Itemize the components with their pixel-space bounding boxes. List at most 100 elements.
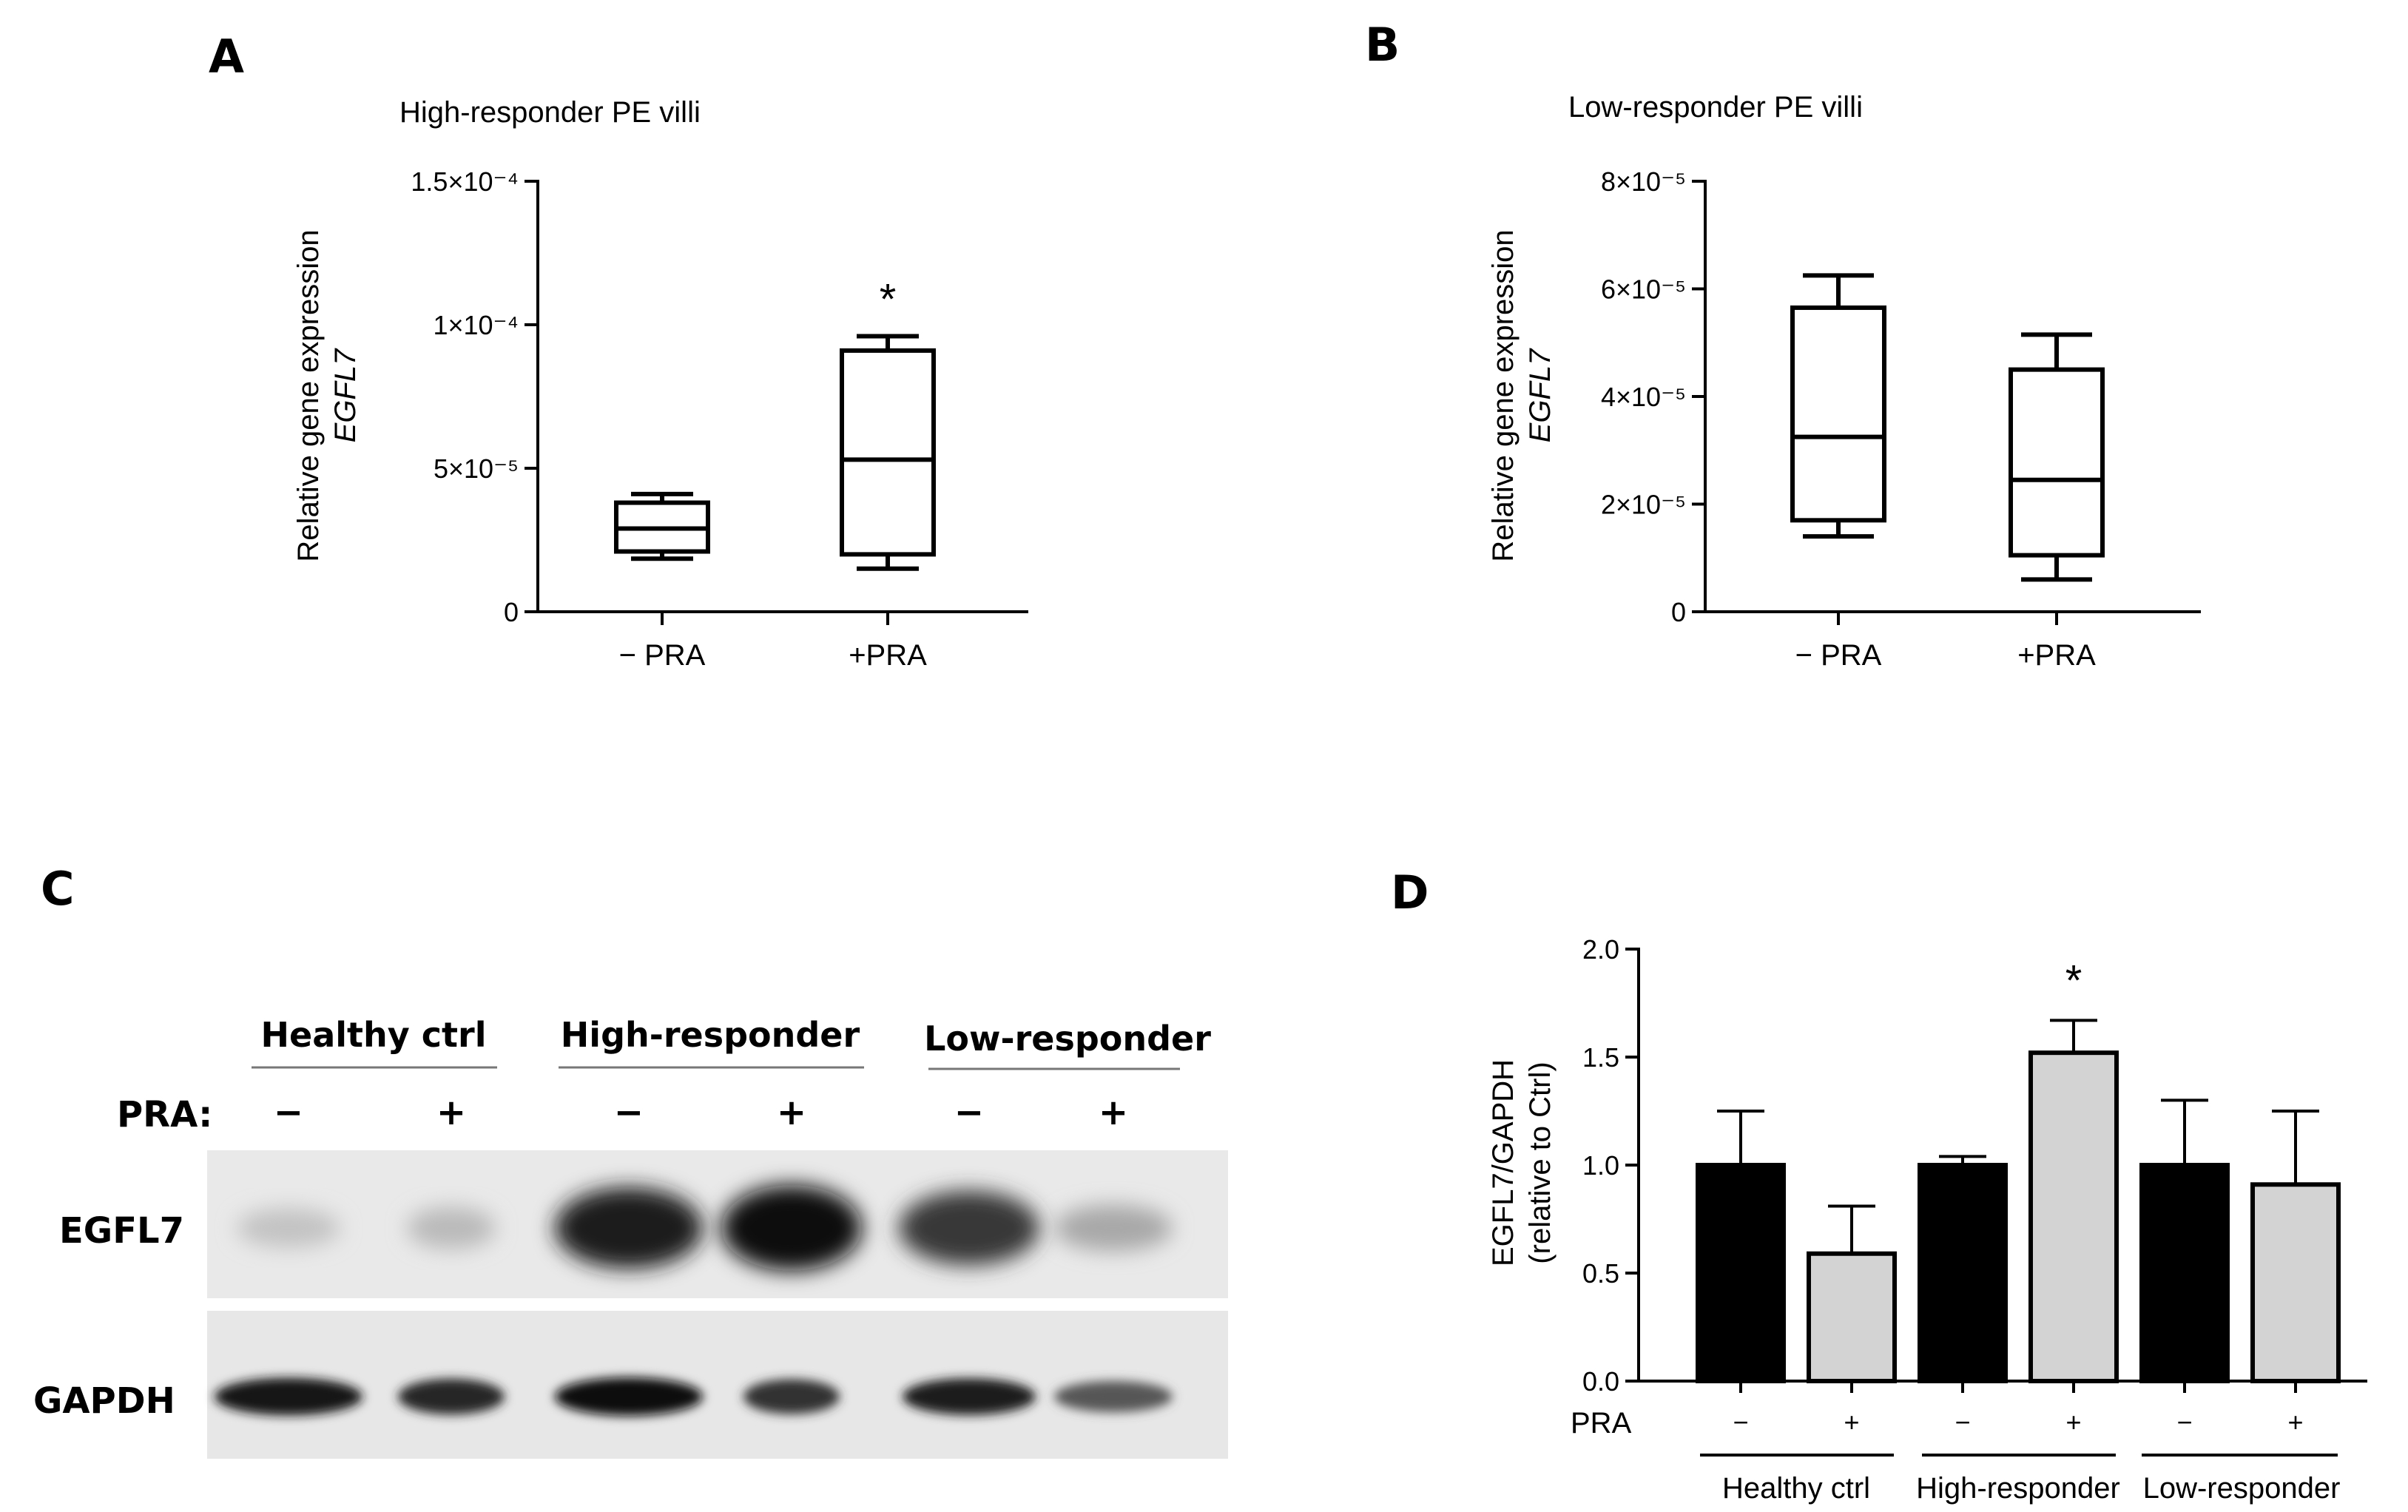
panel-b-x-axis: − PRA +PRA xyxy=(1705,610,2201,672)
blot-membrane-gapdh xyxy=(207,1311,1228,1459)
blot-pra-sign: + xyxy=(436,1092,466,1133)
bar-rect xyxy=(2028,1050,2119,1384)
bar-rect xyxy=(1918,1163,2008,1383)
blot-band-gapdh xyxy=(398,1378,505,1415)
bar-0 xyxy=(1696,1110,1786,1383)
x-pra-label: PRA xyxy=(1571,1407,1632,1440)
blot-group-label-low: Low-responder xyxy=(924,1019,1211,1059)
x-pra-sign: + xyxy=(2065,1407,2081,1437)
y-tick-label: 1.0 xyxy=(1582,1150,1619,1181)
blot-group-label-healthy: Healthy ctrl xyxy=(261,1015,487,1055)
box-0 xyxy=(1790,273,1886,539)
panel-a-box-plot: High-responder PE villi Relative gene ex… xyxy=(292,96,1028,672)
significance-star: * xyxy=(880,276,897,324)
iqr-box xyxy=(840,348,936,557)
x-pra-sign: − xyxy=(1733,1407,1748,1437)
panel-b-box-plot: Low-responder PE villi Relative gene exp… xyxy=(1487,91,2201,672)
y-tick-label: 6×10⁻⁵ xyxy=(1601,274,1686,305)
blot-pra-sign: − xyxy=(954,1092,984,1133)
y-tick-label: 0 xyxy=(1671,597,1686,627)
x-pra-sign: − xyxy=(1955,1407,1970,1437)
x-group-label: Healthy ctrl xyxy=(1722,1472,1870,1505)
blot-pra-label: PRA: xyxy=(117,1094,212,1135)
blot-row-label-gapdh: GAPDH xyxy=(33,1380,175,1422)
bar-rect xyxy=(2250,1182,2341,1384)
y-tick-label: 0.0 xyxy=(1582,1366,1619,1397)
x-category-label: +PRA xyxy=(849,639,927,672)
iqr-box xyxy=(2009,367,2105,558)
panel-letter-b: B xyxy=(1365,18,1400,72)
y-tick-label: 1.5 xyxy=(1582,1042,1619,1073)
panel-letter-a: A xyxy=(209,30,244,84)
bar-rect xyxy=(2139,1163,2230,1383)
blot-band-gapdh xyxy=(555,1377,703,1416)
blot-band-gapdh xyxy=(1054,1380,1173,1413)
panel-d-ylabel-line1: EGFL7/GAPDH xyxy=(1487,1059,1520,1266)
significance-star: * xyxy=(2065,956,2082,1005)
panel-b-ylabel-line2: EGFL7 xyxy=(1524,348,1557,442)
panel-letter-c: C xyxy=(41,862,75,916)
blot-pra-sign: + xyxy=(777,1092,806,1133)
blot-bands xyxy=(215,1185,1173,1416)
panel-b-title: Low-responder PE villi xyxy=(1568,91,1863,124)
box-1 xyxy=(840,334,936,571)
x-group-label: Low-responder xyxy=(2143,1472,2341,1505)
panel-a-ylabel-line2: EGFL7 xyxy=(329,348,362,442)
blot-row-label-egfl7: EGFL7 xyxy=(59,1210,184,1252)
y-tick-label: 1.5×10⁻⁴ xyxy=(411,166,519,197)
blot-band-egfl7 xyxy=(1054,1204,1173,1252)
panel-a-x-axis: − PRA +PRA xyxy=(538,610,1028,672)
blot-pra-sign: − xyxy=(274,1092,303,1133)
x-group-label: High-responder xyxy=(1916,1472,2120,1505)
panel-b-ylabel-line1: Relative gene expression xyxy=(1487,229,1520,561)
bar-1 xyxy=(1807,1204,1897,1383)
panel-letter-d: D xyxy=(1391,865,1429,919)
y-tick-label: 5×10⁻⁵ xyxy=(434,453,519,484)
iqr-box xyxy=(1790,305,1886,523)
bar-3 xyxy=(2028,1019,2119,1384)
panel-b-boxes xyxy=(1790,273,2105,582)
blot-pra-sign: − xyxy=(614,1092,644,1133)
y-tick-label: 0 xyxy=(504,597,519,627)
panel-c-western-blot: Healthy ctrl High-responder Low-responde… xyxy=(33,1015,1228,1459)
x-pra-sign: + xyxy=(2287,1407,2303,1437)
blot-band-gapdh xyxy=(215,1377,362,1416)
x-category-label: +PRA xyxy=(2017,639,2096,672)
y-tick-label: 2.0 xyxy=(1582,934,1619,965)
panel-d-bars: * xyxy=(1696,956,2341,1384)
y-tick-label: 8×10⁻⁵ xyxy=(1601,166,1686,197)
panel-d-x-axis: − + − + − + PRA Healthy ctrl High-responder Low-r… xyxy=(1571,1380,2367,1505)
panel-d-y-axis: 0.0 0.5 1.0 1.5 2.0 xyxy=(1582,934,1640,1397)
y-tick-label: 2×10⁻⁵ xyxy=(1601,490,1686,520)
blot-pra-signs: − + − + − + xyxy=(274,1092,1128,1133)
box-1 xyxy=(2009,332,2105,582)
x-category-label: − PRA xyxy=(1795,639,1882,672)
blot-band-gapdh xyxy=(903,1378,1036,1415)
x-pra-sign: − xyxy=(2176,1407,2192,1437)
box-0 xyxy=(614,491,710,561)
blot-group-label-high: High-responder xyxy=(561,1015,860,1055)
bar-2 xyxy=(1918,1155,2008,1383)
y-tick-label: 0.5 xyxy=(1582,1258,1619,1289)
blot-band-egfl7 xyxy=(555,1187,703,1269)
panel-a-y-axis: 0 5×10⁻⁵ 1×10⁻⁴ 1.5×10⁻⁴ xyxy=(411,166,539,627)
bar-rect xyxy=(1696,1163,1786,1383)
bar-5 xyxy=(2250,1110,2341,1384)
panel-a-boxes: * xyxy=(614,276,936,571)
panel-d-ylabel-line2: (relative to Ctrl) xyxy=(1524,1062,1557,1263)
blot-band-egfl7 xyxy=(407,1206,496,1249)
blot-band-egfl7 xyxy=(721,1185,862,1271)
blot-band-egfl7 xyxy=(237,1208,340,1248)
y-tick-label: 1×10⁻⁴ xyxy=(433,310,519,340)
y-tick-label: 4×10⁻⁵ xyxy=(1601,382,1686,412)
x-pra-sign: + xyxy=(1844,1407,1859,1437)
x-category-label: − PRA xyxy=(619,639,706,672)
blot-pra-sign: + xyxy=(1099,1092,1128,1133)
blot-band-egfl7 xyxy=(899,1190,1039,1266)
bar-4 xyxy=(2139,1098,2230,1383)
bar-rect xyxy=(1807,1251,1897,1383)
panel-b-y-axis: 0 2×10⁻⁵ 4×10⁻⁵ 6×10⁻⁵ 8×10⁻⁵ xyxy=(1601,166,1707,627)
panel-a-ylabel-line1: Relative gene expression xyxy=(292,229,325,561)
panel-d-bar-chart: EGFL7/GAPDH (relative to Ctrl) 0.0 0.5 1.0… xyxy=(1487,934,2367,1505)
